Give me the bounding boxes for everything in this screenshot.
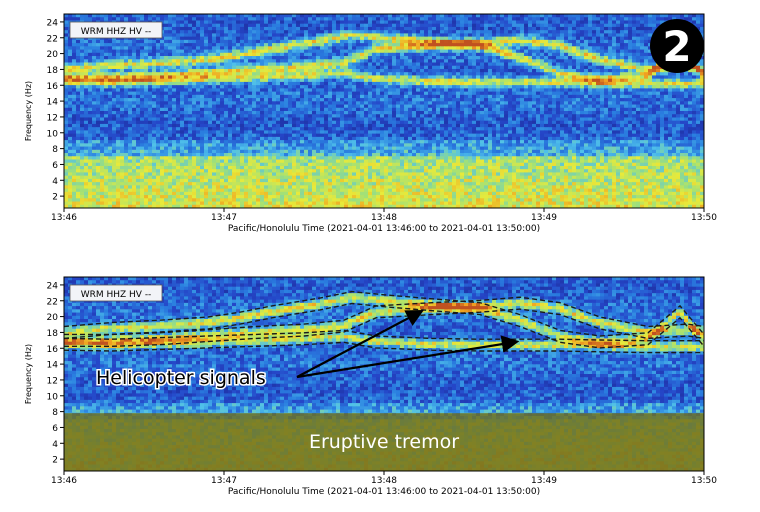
y-tick-label: 4 bbox=[52, 440, 58, 450]
x-tick-label: 13:49 bbox=[531, 213, 557, 223]
x-tick-label: 13:50 bbox=[691, 213, 717, 223]
y-tick-label: 22 bbox=[47, 34, 58, 44]
x-tick-label: 13:46 bbox=[51, 476, 77, 486]
x-axis-label: Pacific/Honolulu Time (2021-04-01 13:46:… bbox=[228, 487, 540, 497]
station-label: WRM HHZ HV -- bbox=[81, 27, 152, 37]
spectrogram-cells bbox=[64, 14, 704, 208]
station-label-box bbox=[69, 21, 163, 39]
y-tick-label: 20 bbox=[47, 313, 59, 323]
y-tick-label: 20 bbox=[47, 50, 59, 60]
annotation-arrow bbox=[296, 309, 424, 378]
y-tick-label: 16 bbox=[47, 82, 59, 92]
y-tick-label: 14 bbox=[47, 98, 59, 108]
eruptive-tremor-label: Eruptive tremor bbox=[309, 431, 459, 453]
y-tick-label: 12 bbox=[47, 113, 58, 123]
x-tick-label: 13:48 bbox=[371, 476, 397, 486]
y-tick-label: 22 bbox=[47, 297, 58, 307]
x-tick-label: 13:50 bbox=[691, 476, 717, 486]
y-tick-label: 2 bbox=[52, 193, 58, 203]
y-tick-label: 16 bbox=[47, 345, 59, 355]
y-axis-label: Frequency (Hz) bbox=[24, 81, 33, 141]
helicopter-signals-label: Helicopter signals bbox=[96, 367, 266, 389]
y-tick-label: 6 bbox=[52, 161, 58, 171]
helicopter-track-outlines bbox=[64, 290, 704, 354]
panel-number: 2 bbox=[662, 22, 691, 71]
y-tick-label: 8 bbox=[52, 408, 58, 418]
station-label: WRM HHZ HV -- bbox=[81, 290, 152, 300]
panel-number-badge bbox=[650, 19, 704, 73]
y-axis-label: Frequency (Hz) bbox=[24, 344, 33, 404]
y-tick-label: 6 bbox=[52, 424, 58, 434]
y-tick-label: 24 bbox=[47, 18, 59, 28]
x-tick-label: 13:49 bbox=[531, 476, 557, 486]
helicopter-track-outline bbox=[64, 296, 704, 336]
y-tick-label: 4 bbox=[52, 177, 58, 187]
y-tick-label: 10 bbox=[47, 392, 59, 402]
x-tick-label: 13:47 bbox=[211, 213, 237, 223]
y-tick-label: 18 bbox=[47, 66, 59, 76]
y-tick-label: 10 bbox=[47, 129, 59, 139]
helicopter-track-outline bbox=[64, 329, 704, 342]
x-tick-label: 13:47 bbox=[211, 476, 237, 486]
y-tick-label: 18 bbox=[47, 329, 59, 339]
eruptive-tremor-band bbox=[64, 413, 704, 471]
helicopter-track-outline bbox=[64, 302, 704, 349]
y-tick-label: 2 bbox=[52, 456, 58, 466]
y-tick-label: 14 bbox=[47, 361, 59, 371]
x-axis-ticks: 13:46 13:47 13:48 13:49 13:50 bbox=[51, 471, 717, 486]
x-axis-label: Pacific/Honolulu Time (2021-04-01 13:46:… bbox=[228, 224, 540, 234]
helicopter-track-outline bbox=[64, 290, 704, 337]
x-axis-ticks: 13:46 13:47 13:48 13:49 13:50 bbox=[51, 208, 717, 223]
y-tick-label: 8 bbox=[52, 145, 58, 155]
annotation-arrow bbox=[296, 335, 520, 379]
y-tick-label: 12 bbox=[47, 376, 58, 386]
x-tick-label: 13:46 bbox=[51, 213, 77, 223]
y-tick-label: 24 bbox=[47, 281, 59, 291]
helicopter-track-outline bbox=[64, 341, 704, 354]
station-label-box bbox=[69, 284, 163, 302]
helicopter-track-outline bbox=[64, 308, 704, 347]
x-tick-label: 13:48 bbox=[371, 213, 397, 223]
